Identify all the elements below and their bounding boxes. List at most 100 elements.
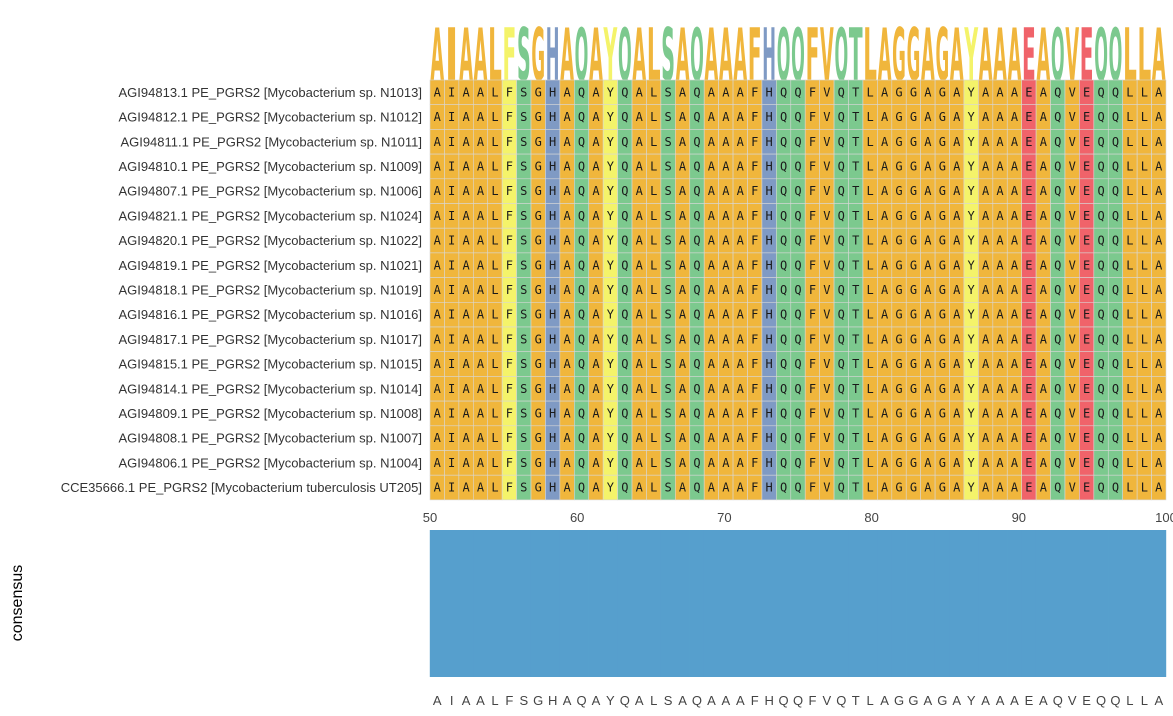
residue-letter: A xyxy=(1011,135,1019,149)
residue-letter: Q xyxy=(1054,258,1061,272)
residue-letter: Q xyxy=(578,308,585,322)
residue-letter: A xyxy=(953,135,961,149)
residue-letter: F xyxy=(506,234,513,248)
residue-letter: I xyxy=(448,456,455,470)
residue-letter: G xyxy=(535,456,542,470)
residue-letter: H xyxy=(549,308,556,322)
residue-letter: H xyxy=(549,481,556,495)
residue-letter: E xyxy=(1025,332,1032,346)
residue-letter: A xyxy=(434,234,442,248)
residue-letter: G xyxy=(910,406,917,420)
residue-letter: L xyxy=(650,382,657,396)
residue-letter: A xyxy=(679,456,687,470)
residue-letter: Q xyxy=(1054,481,1061,495)
residue-letter: A xyxy=(592,456,600,470)
residue-letter: A xyxy=(462,110,470,124)
residue-letter: A xyxy=(636,85,644,99)
residue-letter: E xyxy=(1025,481,1032,495)
residue-letter: H xyxy=(549,382,556,396)
sequence-label: AGI94814.1 PE_PGRS2 [Mycobacterium sp. N… xyxy=(119,381,423,396)
residue-letter: A xyxy=(924,258,932,272)
residue-letter: A xyxy=(563,406,571,420)
residue-letter: Q xyxy=(1112,135,1119,149)
residue-letter: A xyxy=(982,283,990,297)
residue-letter: S xyxy=(665,283,672,297)
residue-letter: I xyxy=(448,110,455,124)
consensus-bar xyxy=(473,530,488,677)
consensus-bar xyxy=(805,530,820,677)
residue-letter: G xyxy=(535,234,542,248)
residue-letter: A xyxy=(462,406,470,420)
residue-letter: A xyxy=(434,382,442,396)
consensus-bar xyxy=(1122,530,1138,677)
residue-letter: F xyxy=(809,209,816,223)
residue-letter: V xyxy=(1069,456,1076,470)
residue-letter: A xyxy=(1011,357,1019,371)
x-tick-label: 100 xyxy=(1155,510,1173,525)
residue-letter: G xyxy=(939,258,946,272)
residue-letter: G xyxy=(939,357,946,371)
residue-letter: Y xyxy=(968,209,976,223)
residue-letter: I xyxy=(448,406,455,420)
residue-letter: A xyxy=(1040,357,1048,371)
residue-letter: F xyxy=(809,308,816,322)
residue-letter: G xyxy=(939,135,946,149)
residue-letter: H xyxy=(766,110,773,124)
logo-letter: A xyxy=(733,13,747,97)
residue-letter: A xyxy=(462,382,470,396)
residue-letter: Y xyxy=(968,135,976,149)
residue-letter: L xyxy=(1126,406,1133,420)
residue-letter: Q xyxy=(838,209,845,223)
residue-letter: L xyxy=(1126,332,1133,346)
residue-letter: A xyxy=(1011,431,1019,445)
residue-letter: Q xyxy=(1112,308,1119,322)
logo-letter: V xyxy=(820,13,834,97)
residue-letter: V xyxy=(1069,357,1076,371)
residue-letter: G xyxy=(535,283,542,297)
residue-letter: E xyxy=(1083,209,1090,223)
residue-letter: A xyxy=(982,184,990,198)
residue-letter: A xyxy=(592,234,600,248)
residue-letter: G xyxy=(939,85,946,99)
logo-letter: L xyxy=(488,13,502,97)
position-axis: 50 60 70 80 90 100 xyxy=(423,510,1173,525)
residue-letter: L xyxy=(491,332,498,346)
residue-letter: A xyxy=(924,332,932,346)
residue-letter: Q xyxy=(693,406,700,420)
residue-letter: Q xyxy=(578,159,585,173)
residue-letter: G xyxy=(895,209,902,223)
residue-letter: F xyxy=(809,159,816,173)
residue-letter: L xyxy=(867,357,874,371)
residue-letter: S xyxy=(520,159,527,173)
residue-letter: V xyxy=(1069,159,1076,173)
residue-letter: F xyxy=(506,85,513,99)
residue-letter: E xyxy=(1083,406,1090,420)
residue-letter: A xyxy=(636,382,644,396)
residue-letter: A xyxy=(592,85,600,99)
residue-letter: Q xyxy=(578,234,585,248)
residue-letter: V xyxy=(1069,110,1076,124)
residue-letter: A xyxy=(982,258,990,272)
residue-letter: A xyxy=(679,406,687,420)
residue-letter: A xyxy=(434,283,442,297)
residue-letter: A xyxy=(434,159,442,173)
residue-letter: S xyxy=(665,234,672,248)
residue-letter: Y xyxy=(607,234,615,248)
residue-letter: F xyxy=(751,406,758,420)
residue-letter: L xyxy=(867,406,874,420)
residue-letter: A xyxy=(1040,209,1048,223)
residue-letter: A xyxy=(996,431,1004,445)
residue-letter: Q xyxy=(838,135,845,149)
residue-letter: A xyxy=(1040,85,1048,99)
sequence-label: AGI94818.1 PE_PGRS2 [Mycobacterium sp. N… xyxy=(119,282,423,297)
residue-letter: A xyxy=(1011,258,1019,272)
residue-letter: V xyxy=(1069,184,1076,198)
x-tick-label: 90 xyxy=(1012,510,1026,525)
residue-letter: L xyxy=(1126,382,1133,396)
consensus-bar xyxy=(487,530,503,677)
residue-letter: Q xyxy=(838,308,845,322)
residue-letter: A xyxy=(996,308,1004,322)
consensus-bar xyxy=(516,530,532,677)
residue-letter: A xyxy=(592,209,600,223)
consensus-bar xyxy=(848,530,864,677)
